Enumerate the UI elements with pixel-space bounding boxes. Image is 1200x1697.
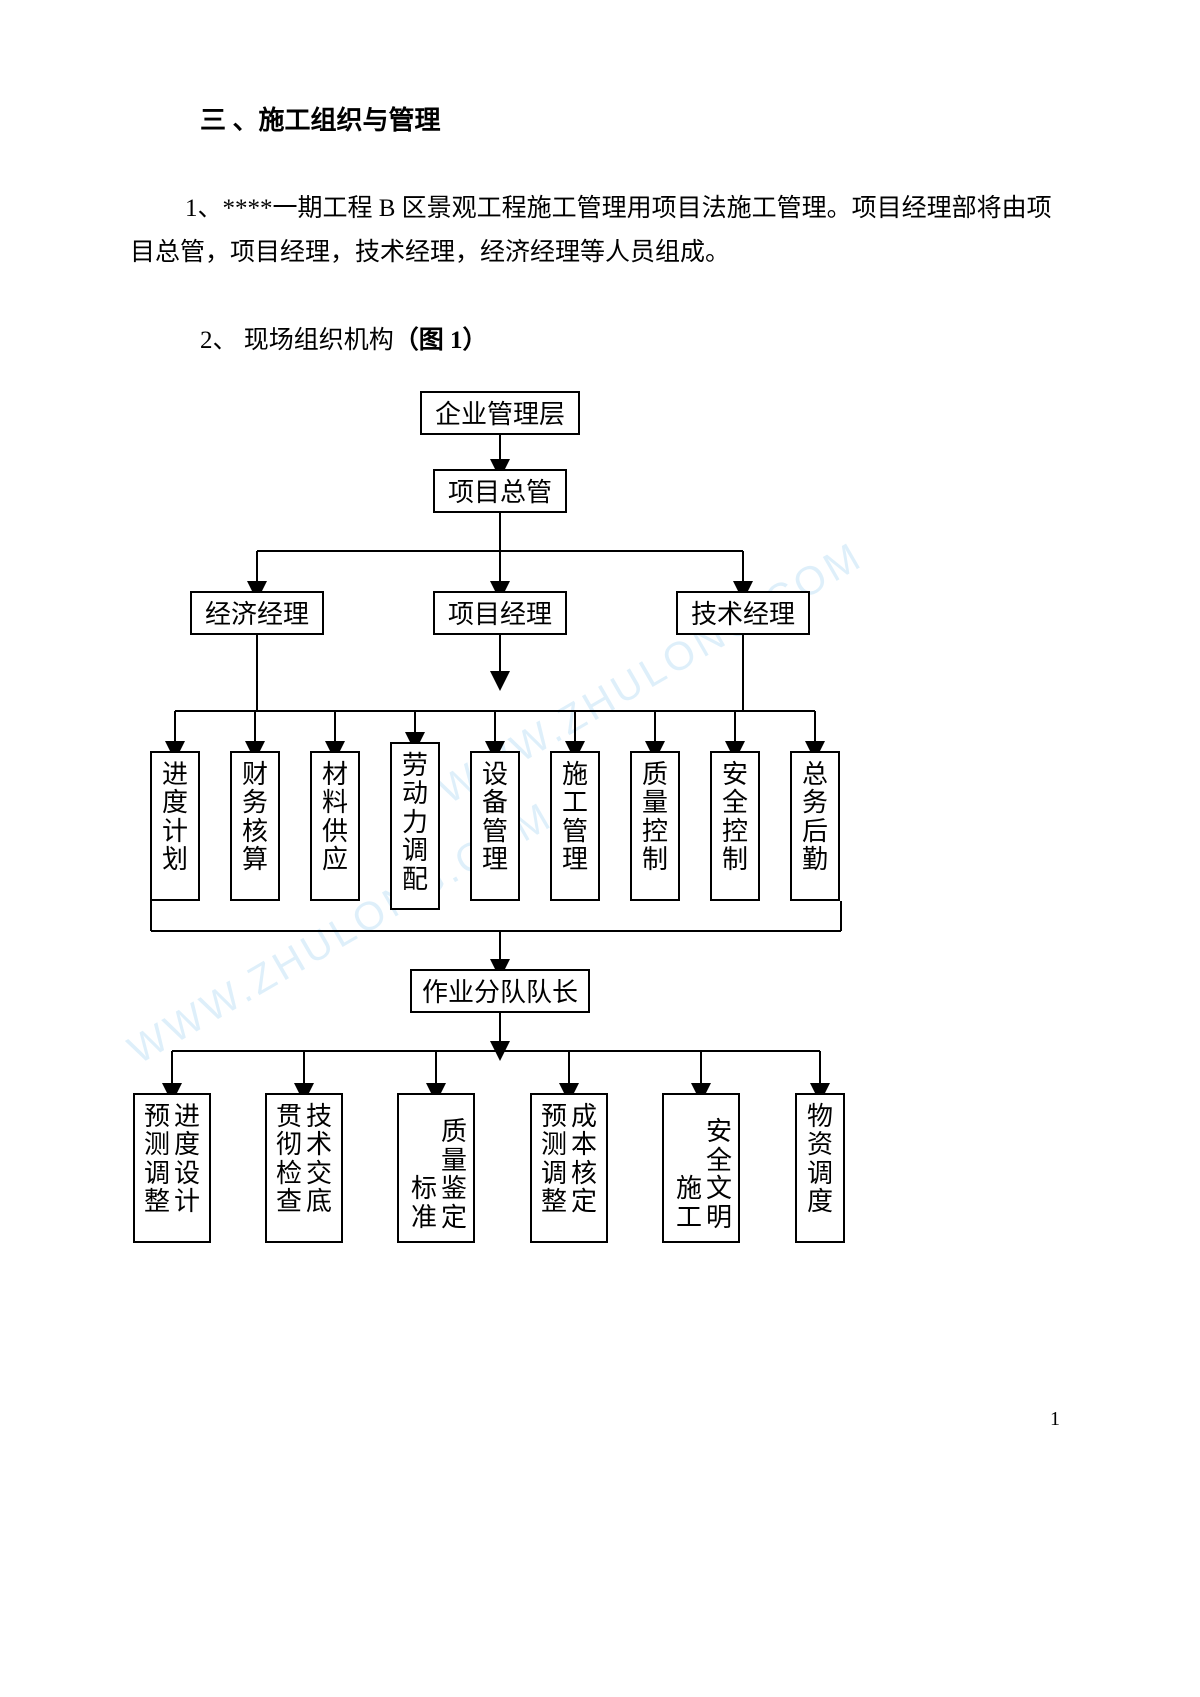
org-node: 劳动力调配 [390,742,440,910]
org-node: 预测调整进度设计 [133,1093,211,1243]
org-node: 质量控制 [630,751,680,901]
org-node: 安全控制 [710,751,760,901]
org-node: 材料供应 [310,751,360,901]
org-chart: WWW.ZHULONG.COM WWW.ZHULONG.COM 企业管理层项目总… [130,391,1070,1391]
org-node: 标准质量鉴定 [397,1093,475,1243]
subheading-bold: （图 1） [394,327,488,354]
org-node: 企业管理层 [420,391,580,435]
org-node: 总务后勤 [790,751,840,901]
org-node: 财务核算 [230,751,280,901]
org-node: 贯彻检查技术交底 [265,1093,343,1243]
org-node: 技术经理 [676,591,810,635]
org-node: 经济经理 [190,591,324,635]
paragraph-1: 1、****一期工程 B 区景观工程施工管理用项目法施工管理。项目经理部将由项目… [130,187,1070,275]
subheading: 2、 现场组织机构（图 1） [200,320,1070,356]
org-node: 施工安全文明 [662,1093,740,1243]
org-node: 预测调整成本核定 [530,1093,608,1243]
org-node: 项目经理 [433,591,567,635]
org-node: 作业分队队长 [410,969,590,1013]
org-node: 设备管理 [470,751,520,901]
paragraph-1-text: 1、****一期工程 B 区景观工程施工管理用项目法施工管理。项目经理部将由项目… [130,195,1052,266]
subheading-text: 2、 现场组织机构 [200,327,394,354]
page-number: 1 [1050,1408,1060,1431]
org-node: 项目总管 [433,469,567,513]
org-node: 施工管理 [550,751,600,901]
section-heading: 三 、施工组织与管理 [200,100,1070,137]
org-node: 物资调度 [795,1093,845,1243]
org-node: 进度计划 [150,751,200,901]
